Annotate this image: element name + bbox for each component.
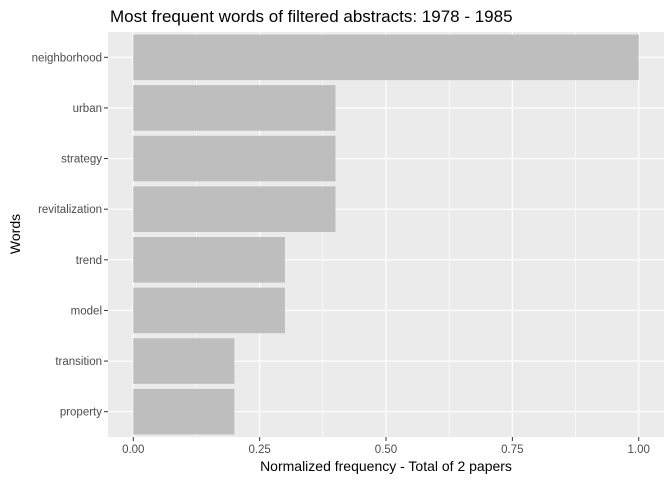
chart-title: Most frequent words of filtered abstract… [110,7,513,26]
x-tick-label: 1.00 [628,444,650,456]
y-tick-label: model [71,305,102,317]
x-axis-title: Normalized frequency - Total of 2 papers [260,458,512,474]
y-tick-label: neighborhood [32,52,102,64]
x-axis: 0.00 0.25 0.50 0.75 1.00 [122,437,650,456]
bar-strategy [133,135,336,182]
y-tick-label: revitalization [38,204,102,216]
y-tick-label: urban [73,103,102,115]
bar-urban [133,85,336,131]
x-tick-label: 0.50 [375,444,397,456]
x-tick-label: 0.00 [122,444,144,456]
y-axis: neighborhood urban strategy revitalization t… [32,52,108,419]
x-tick-label: 0.75 [501,444,523,456]
bar-neighborhood [133,34,639,81]
bar-transition [133,338,235,384]
y-axis-title: Words [7,214,23,254]
bars [133,34,639,435]
bar-revitalization [133,186,336,232]
bar-trend [133,237,285,283]
x-tick-label: 0.25 [248,444,270,456]
bar-model [133,287,285,334]
y-tick-label: strategy [61,154,102,166]
y-tick-label: trend [76,255,102,267]
y-tick-label: property [60,407,102,419]
y-tick-label: transition [55,356,102,368]
bar-property [133,388,235,435]
